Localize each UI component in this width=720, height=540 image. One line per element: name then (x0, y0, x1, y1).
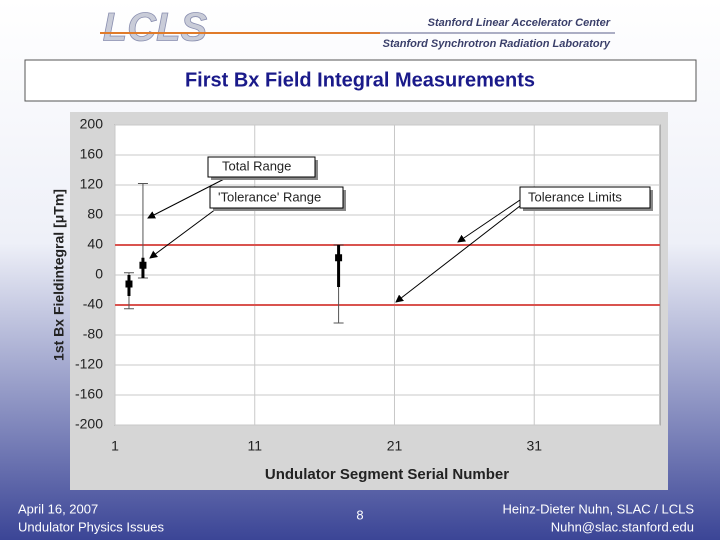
org-name: Stanford Synchrotron Radiation Laborator… (383, 38, 611, 50)
y-axis-title: 1st Bx Fieldintegral [μTm] (51, 189, 67, 361)
y-tick-label: 200 (80, 116, 104, 132)
footer-email: Nuhn@slac.stanford.edu (551, 519, 694, 534)
tolerance-range (337, 245, 341, 287)
title-box (24, 59, 697, 102)
x-tick-label: 11 (247, 438, 262, 454)
annotation: Tolerance Limits (528, 189, 622, 204)
point (335, 254, 343, 262)
annotation: 'Tolerance' Range (218, 189, 321, 204)
footer-date: April 16, 2007 (18, 501, 98, 516)
y-tick-label: 0 (95, 266, 103, 282)
annotation-box (209, 186, 344, 209)
arrow (457, 199, 521, 243)
x-tick-label: 1 (111, 438, 119, 454)
footer-author: Heinz-Dieter Nuhn, SLAC / LCLS (503, 501, 695, 516)
arrow (147, 175, 231, 219)
x-axis-title: Undulator Segment Serial Number (265, 466, 509, 483)
point (139, 261, 147, 269)
y-tick-label: -40 (83, 296, 103, 312)
point (125, 280, 133, 288)
y-tick-label: -80 (83, 326, 103, 342)
y-tick-label: 80 (87, 206, 103, 222)
y-tick-label: -120 (75, 356, 103, 372)
arrow (395, 205, 521, 303)
y-tick-label: -200 (75, 416, 103, 432)
annotation-box (519, 186, 651, 209)
page-number: 8 (356, 507, 363, 522)
annotation-box (207, 156, 316, 178)
y-tick-label: -160 (75, 386, 103, 402)
org-name: Stanford Linear Accelerator Center (428, 17, 611, 29)
annotation: Total Range (222, 158, 291, 173)
y-tick-label: 40 (87, 236, 103, 252)
x-tick-label: 31 (526, 438, 542, 454)
x-tick-label: 21 (387, 438, 403, 454)
footer-subtitle: Undulator Physics Issues (18, 519, 164, 534)
slide-title: First Bx Field Integral Measurements (185, 69, 535, 91)
arrow (149, 205, 221, 259)
y-tick-label: 120 (80, 176, 104, 192)
y-tick-label: 160 (80, 146, 104, 162)
logo: LCLS (103, 6, 208, 50)
